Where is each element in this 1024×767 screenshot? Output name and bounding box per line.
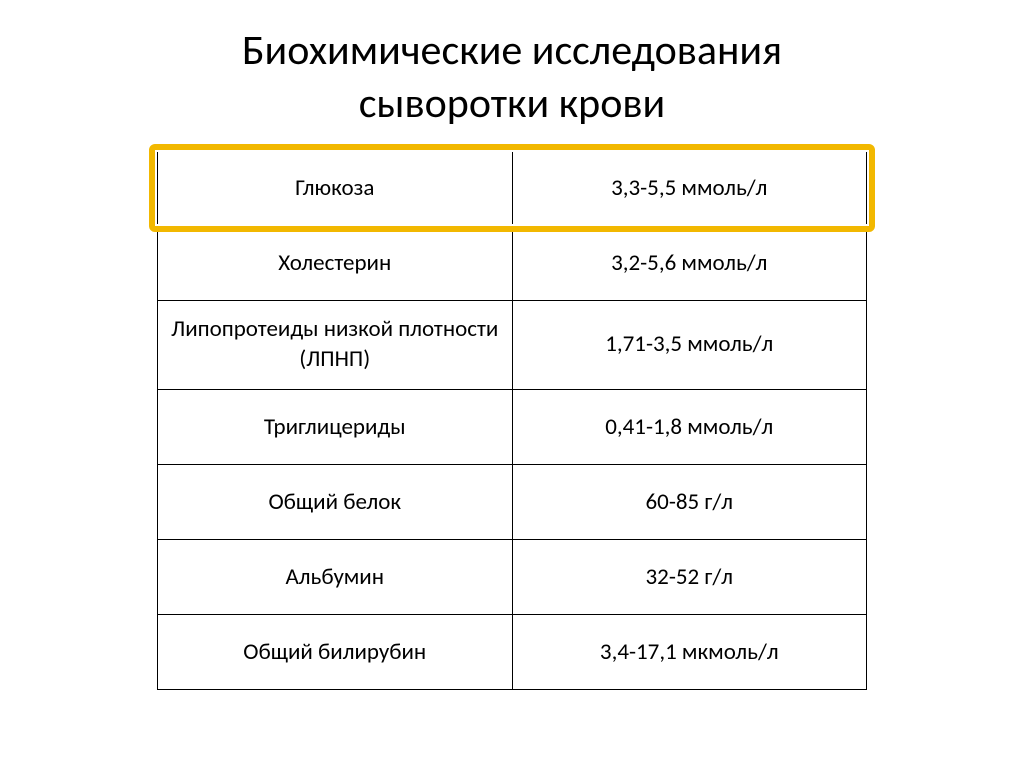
value-cell: 0,41-1,8 ммоль/л (512, 389, 867, 464)
biochem-table: Глюкоза 3,3-5,5 ммоль/л Холестерин 3,2-5… (157, 150, 867, 690)
table-row: Общий билирубин 3,4-17,1 мкмоль/л (158, 614, 867, 689)
value-cell: 32-52 г/л (512, 539, 867, 614)
param-cell: Триглицериды (158, 389, 513, 464)
param-cell: Глюкоза (158, 151, 513, 226)
table-row: Триглицериды 0,41-1,8 ммоль/л (158, 389, 867, 464)
param-cell: Холестерин (158, 226, 513, 301)
param-cell: Альбумин (158, 539, 513, 614)
value-cell: 60-85 г/л (512, 464, 867, 539)
param-cell: Общий белок (158, 464, 513, 539)
page-title: Биохимические исследованиясыворотки кров… (242, 25, 782, 130)
table-row: Глюкоза 3,3-5,5 ммоль/л (158, 151, 867, 226)
value-cell: 1,71-3,5 ммоль/л (512, 301, 867, 390)
param-cell: Общий билирубин (158, 614, 513, 689)
param-cell: Липопротеиды низкой плотности (ЛПНП) (158, 301, 513, 390)
table-row: Холестерин 3,2-5,6 ммоль/л (158, 226, 867, 301)
table-row: Липопротеиды низкой плотности (ЛПНП) 1,7… (158, 301, 867, 390)
value-cell: 3,4-17,1 мкмоль/л (512, 614, 867, 689)
biochem-table-container: Глюкоза 3,3-5,5 ммоль/л Холестерин 3,2-5… (157, 150, 867, 690)
value-cell: 3,2-5,6 ммоль/л (512, 226, 867, 301)
value-cell: 3,3-5,5 ммоль/л (512, 151, 867, 226)
table-row: Альбумин 32-52 г/л (158, 539, 867, 614)
table-row: Общий белок 60-85 г/л (158, 464, 867, 539)
